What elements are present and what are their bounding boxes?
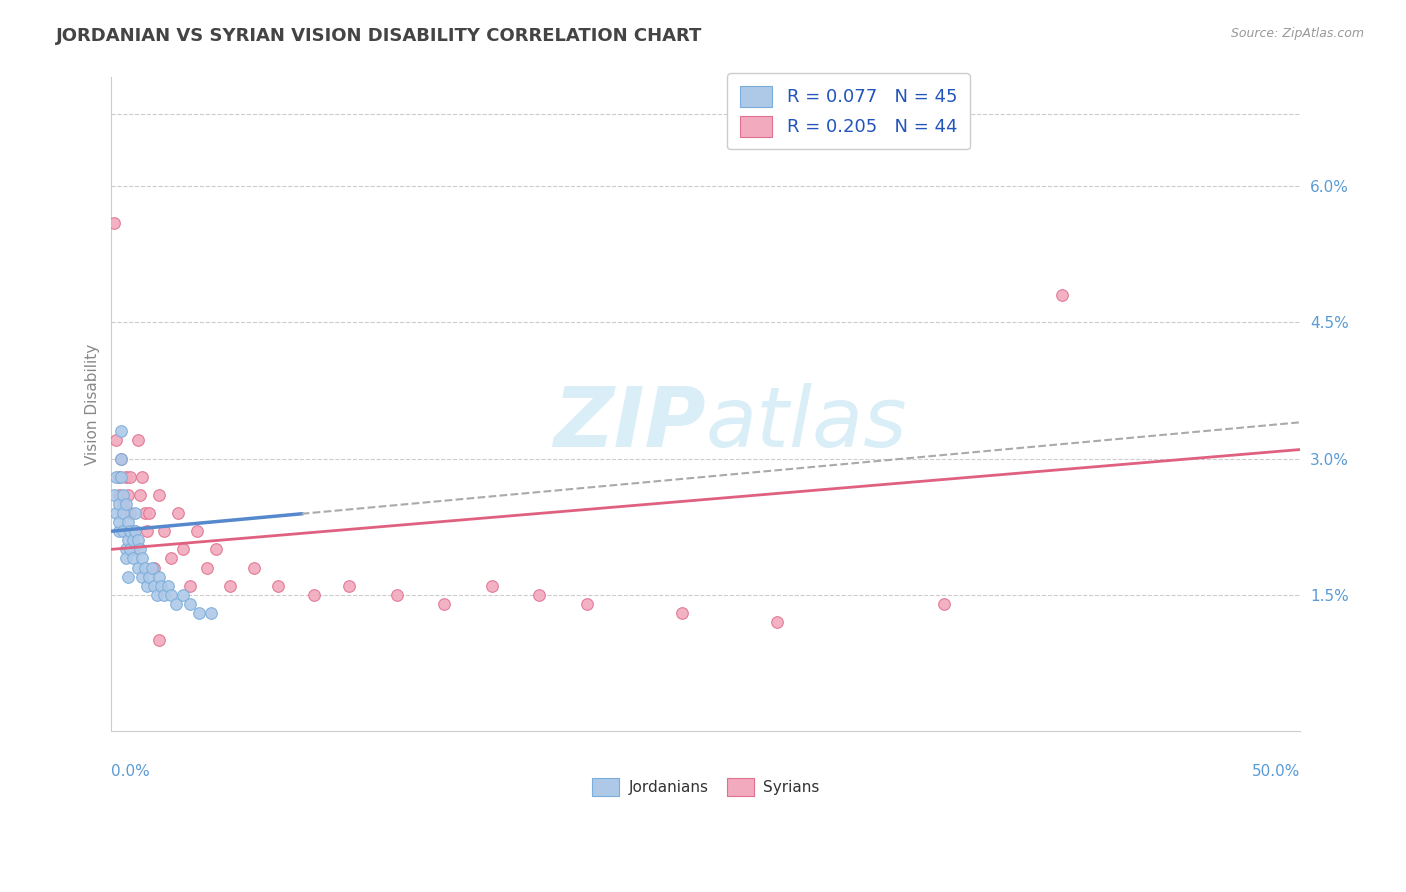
Point [127,560,149,574]
Point [120,542,142,557]
Point [120,524,142,539]
Point [179,597,201,611]
Point [481,579,503,593]
Text: 0.0%: 0.0% [111,764,150,779]
Point [117,515,139,529]
Point [121,551,143,566]
Point [117,569,139,583]
Text: atlas: atlas [706,384,907,464]
Point [188,606,211,620]
Point [105,506,128,520]
Point [267,579,290,593]
Text: JORDANIAN VS SYRIAN VISION DISABILITY CORRELATION CHART: JORDANIAN VS SYRIAN VISION DISABILITY CO… [56,27,703,45]
Point [145,588,167,602]
Point [134,560,156,574]
Text: ZIP: ZIP [553,384,706,464]
Point [337,579,360,593]
Point [932,597,955,611]
Point [766,615,789,629]
Point [112,524,135,539]
Y-axis label: Vision Disability: Vision Disability [86,343,100,465]
Point [136,524,159,539]
Point [243,560,266,574]
Point [219,579,242,593]
Point [131,551,153,566]
Point [165,597,187,611]
Point [129,488,152,502]
Point [148,488,170,502]
Point [433,597,456,611]
Point [114,551,136,566]
Point [152,524,174,539]
Point [110,469,132,483]
Point [117,533,139,548]
Point [114,524,136,539]
Point [529,588,551,602]
Point [152,588,174,602]
Point [103,488,125,502]
Point [141,560,163,574]
Point [143,560,166,574]
Point [671,606,693,620]
Point [138,569,160,583]
Point [110,451,132,466]
Point [302,588,325,602]
Point [110,425,132,439]
Point [124,524,146,539]
Point [205,542,228,557]
Point [160,588,183,602]
Point [179,579,201,593]
Point [112,488,135,502]
Point [160,551,183,566]
Point [131,569,153,583]
Point [107,515,129,529]
Point [186,524,208,539]
Point [103,216,125,230]
Point [107,497,129,511]
Point [134,506,156,520]
Point [575,597,598,611]
Point [1052,288,1074,302]
Point [195,560,218,574]
Point [107,488,129,502]
Point [129,542,152,557]
Point [110,451,132,466]
Point [114,469,136,483]
Point [127,533,149,548]
Point [120,469,142,483]
Point [200,606,222,620]
Point [114,497,136,511]
Point [112,497,135,511]
Legend: Jordanians, Syrians: Jordanians, Syrians [586,772,825,802]
Point [167,506,190,520]
Point [120,506,142,520]
Point [385,588,408,602]
Point [105,469,128,483]
Point [121,542,143,557]
Point [107,469,129,483]
Point [148,633,170,648]
Point [172,588,194,602]
Point [131,469,153,483]
Point [114,542,136,557]
Point [136,579,159,593]
Point [172,542,194,557]
Text: 50.0%: 50.0% [1251,764,1301,779]
Point [138,506,160,520]
Point [121,533,143,548]
Point [117,488,139,502]
Point [105,434,128,448]
Point [148,569,170,583]
Point [124,524,146,539]
Point [112,506,135,520]
Point [107,524,129,539]
Point [124,506,146,520]
Point [150,579,173,593]
Point [143,579,166,593]
Point [127,434,149,448]
Text: Source: ZipAtlas.com: Source: ZipAtlas.com [1230,27,1364,40]
Point [157,579,180,593]
